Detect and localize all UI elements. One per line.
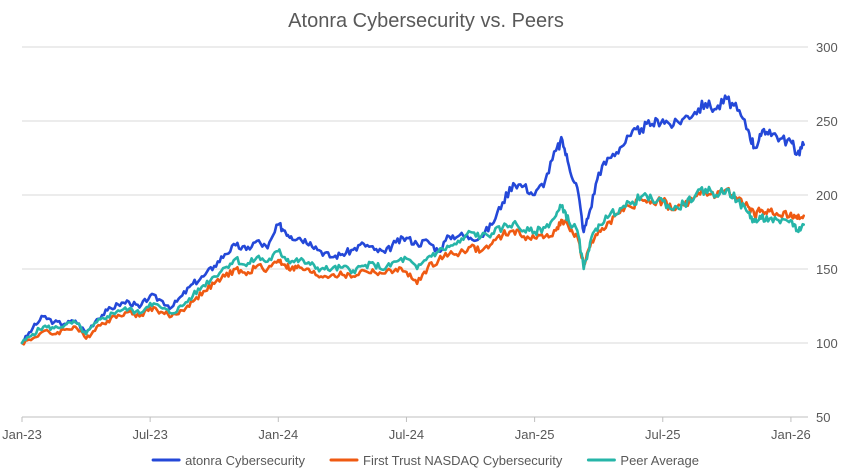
series-line-3 <box>20 185 805 345</box>
series-line-1 <box>20 94 805 345</box>
x-tick-label: Jan-26 <box>771 427 811 442</box>
legend-item-1: atonra Cybersecurity <box>151 453 306 468</box>
x-tick-label: Jul-24 <box>389 427 424 442</box>
gridlines <box>22 46 808 344</box>
legend-item-2: First Trust NASDAQ Cybersecurity <box>329 453 563 468</box>
y-tick-label: 250 <box>816 114 838 129</box>
x-tick-label: Jul-23 <box>132 427 167 442</box>
x-tick-label: Jan-23 <box>2 427 42 442</box>
legend-label: Peer Average <box>620 453 699 468</box>
y-tick-label: 300 <box>816 40 838 55</box>
chart-title: Atonra Cybersecurity vs. Peers <box>288 10 564 32</box>
legend-label: First Trust NASDAQ Cybersecurity <box>363 453 563 468</box>
series-lines <box>20 94 805 346</box>
y-tick-label: 100 <box>816 336 838 351</box>
y-tick-label: 200 <box>816 188 838 203</box>
series-line-2 <box>20 186 805 346</box>
x-tick-label: Jul-25 <box>645 427 680 442</box>
x-axis: Jan-23 Jul-23 Jan-24 Jul-24 Jan-25 Jul-25 Jan-… <box>2 416 811 442</box>
legend-item-3: Peer Average <box>586 453 699 468</box>
x-tick-label: Jan-24 <box>258 427 298 442</box>
y-tick-label: 50 <box>816 410 830 425</box>
y-axis: 50 100 150 200 250 300 <box>816 40 838 425</box>
legend-label: atonra Cybersecurity <box>185 453 305 468</box>
y-tick-label: 150 <box>816 262 838 277</box>
legend: atonra Cybersecurity First Trust NASDAQ C… <box>151 453 699 468</box>
x-tick-label: Jan-25 <box>515 427 555 442</box>
